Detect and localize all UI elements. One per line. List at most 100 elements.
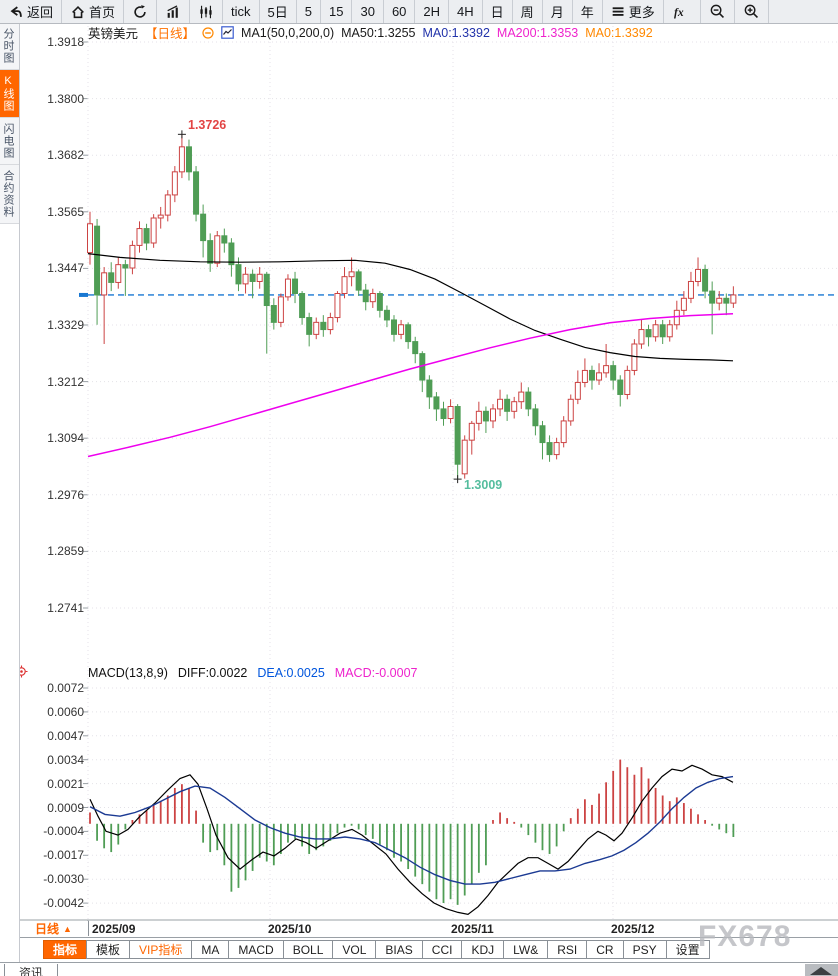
indicator-tab-KDJ[interactable]: KDJ [461,940,505,959]
x-axis-date-label: 2025/12 [611,922,655,936]
price-axis-label: 1.3682 [47,148,84,163]
macd-axis-label: 0.0060 [47,704,84,719]
indicator-tab-模板[interactable]: 模板 [86,940,131,959]
period-selector[interactable]: 日线 ▲ [19,921,89,936]
toolbar-15m-button[interactable]: 15 [321,0,353,23]
price-axis-label: 1.2741 [47,601,84,615]
fx-icon: fx [672,4,692,20]
macd-axis-label: 0.0021 [47,776,84,791]
toolbar-home-label: 首页 [89,5,116,20]
period-tag: 【日线】 [145,27,196,41]
sidebar-tab-0[interactable]: 分时图 [0,23,19,70]
toolbar-tick-label: tick [231,4,251,19]
bottom-row: 资讯 [0,962,838,976]
toolbar-15m-label: 15 [329,4,344,19]
sidebar-tab-1[interactable]: K线图 [0,70,19,118]
toolbar-5d-label: 5日 [267,5,288,20]
macd-axis-label: -0.0017 [43,848,84,863]
ma200-line [87,312,734,458]
indicator-tab-设置[interactable]: 设置 [665,940,710,959]
macd-axis-label: -0.0042 [43,896,84,911]
scroll-up-arrow-icon [810,967,832,975]
left-sidebar: 分时图 K线图 闪电图 合约资料 [0,23,20,962]
indicator-tab-BOLL[interactable]: BOLL [282,940,334,959]
indicator-tab-CCI[interactable]: CCI [421,940,463,959]
toolbar-year-button[interactable]: 年 [573,0,603,23]
toolbar-week-button[interactable]: 周 [513,0,543,23]
toolbar-year-label: 年 [580,5,594,20]
dea-line [89,775,734,885]
toolbar-refresh-button[interactable] [124,0,158,23]
price-axis-label: 1.2976 [47,487,84,502]
toolbar-zoom-out-button[interactable] [701,0,735,23]
macd-axis-label: 0.0009 [47,800,84,815]
indicator-tab-RSI[interactable]: RSI [547,940,588,959]
toolbar-bar-chart-button[interactable] [157,0,191,23]
diff-value: DIFF:0.0022 [177,666,248,680]
ma50-line [87,253,734,362]
low-price-annotation: 1.3009 [464,478,503,492]
high-price-annotation: 1.3726 [188,118,227,132]
indicator-tab-指标[interactable]: 指标 [43,940,88,959]
indicator-tab-CR[interactable]: CR [586,940,624,959]
indicator-tab-MA[interactable]: MA [191,940,230,959]
ma-formula: MA1(50,0,200,0) [241,25,335,40]
macd-axis-label: 0.0047 [47,728,84,743]
horizontal-scrollbar[interactable] [805,964,838,976]
macd-formula: MACD(13,8,9) [88,666,168,680]
bar-chart-icon [165,4,181,20]
indicator-tab-LW&[interactable]: LW& [503,940,549,959]
toolbar-month-label: 月 [550,5,564,20]
zoom-in-icon [743,3,760,20]
ma0-value-a: MA0:1.3392 [422,25,490,40]
toolbar-home-button[interactable]: 首页 [62,0,125,23]
instrument-name: 英镑美元 [88,27,139,41]
price-axis-label: 1.3800 [47,91,84,106]
sidebar-tab-3[interactable]: 合约资料 [0,165,19,224]
toolbar-4h-button[interactable]: 4H [449,0,483,23]
top-toolbar: 返回 首页 tick 5日 5 15 30 60 2H 4H 日 周 月 年 更多 fx [0,0,838,24]
toolbar-5m-label: 5 [304,4,312,19]
diff-line [89,764,734,915]
toolbar-5m-button[interactable]: 5 [297,0,321,23]
toolbar-more-label: 更多 [628,5,655,20]
toolbar-5d-button[interactable]: 5日 [260,0,297,23]
macd-axis-label: -0.0030 [43,872,84,887]
toolbar-2h-button[interactable]: 2H [415,0,450,23]
toolbar-back-label: 返回 [27,5,54,20]
price-axis-label: 1.2859 [47,544,84,559]
toolbar-tick-button[interactable]: tick [223,0,260,23]
toolbar-fx-button[interactable]: fx [664,0,701,23]
tab-news[interactable]: 资讯 [4,964,58,976]
toolbar-60m-button[interactable]: 60 [384,0,416,23]
ma-chart-icon[interactable] [221,26,234,39]
toolbar-4h-label: 4H [457,4,474,19]
price-axis-label: 1.3329 [47,318,84,332]
toolbar-30m-button[interactable]: 30 [352,0,384,23]
indicator-tab-PSY[interactable]: PSY [622,940,667,959]
ma0-value-b: MA0:1.3392 [585,25,653,40]
price-axis-label: 1.3918 [47,35,84,49]
toolbar-day-button[interactable]: 日 [483,0,513,23]
indicator-tab-VIP指标[interactable]: VIP指标 [129,940,193,959]
collapse-pane-icon[interactable] [202,26,214,39]
indicator-tab-MACD[interactable]: MACD [228,940,284,959]
toolbar-zoom-in-button[interactable] [735,0,769,23]
indicator-tab-VOL[interactable]: VOL [332,940,377,959]
toolbar-candlestick-button[interactable] [190,0,224,23]
indicator-tab-BIAS[interactable]: BIAS [375,940,423,959]
sidebar-tab-2[interactable]: 闪电图 [0,118,19,165]
x-axis-date-label: 2025/11 [451,922,494,936]
price-axis-label: 1.3094 [47,431,84,446]
toolbar-day-label: 日 [490,5,504,20]
dea-value: DEA:0.0025 [257,666,325,680]
zoom-out-icon [709,3,726,20]
toolbar-back-button[interactable]: 返回 [0,0,63,23]
period-label: 日线 [35,922,60,936]
triangle-up-icon: ▲ [63,923,72,934]
toolbar-month-button[interactable]: 月 [543,0,573,23]
toolbar-more-button[interactable]: 更多 [603,0,664,23]
toolbar-2h-label: 2H [423,4,441,19]
